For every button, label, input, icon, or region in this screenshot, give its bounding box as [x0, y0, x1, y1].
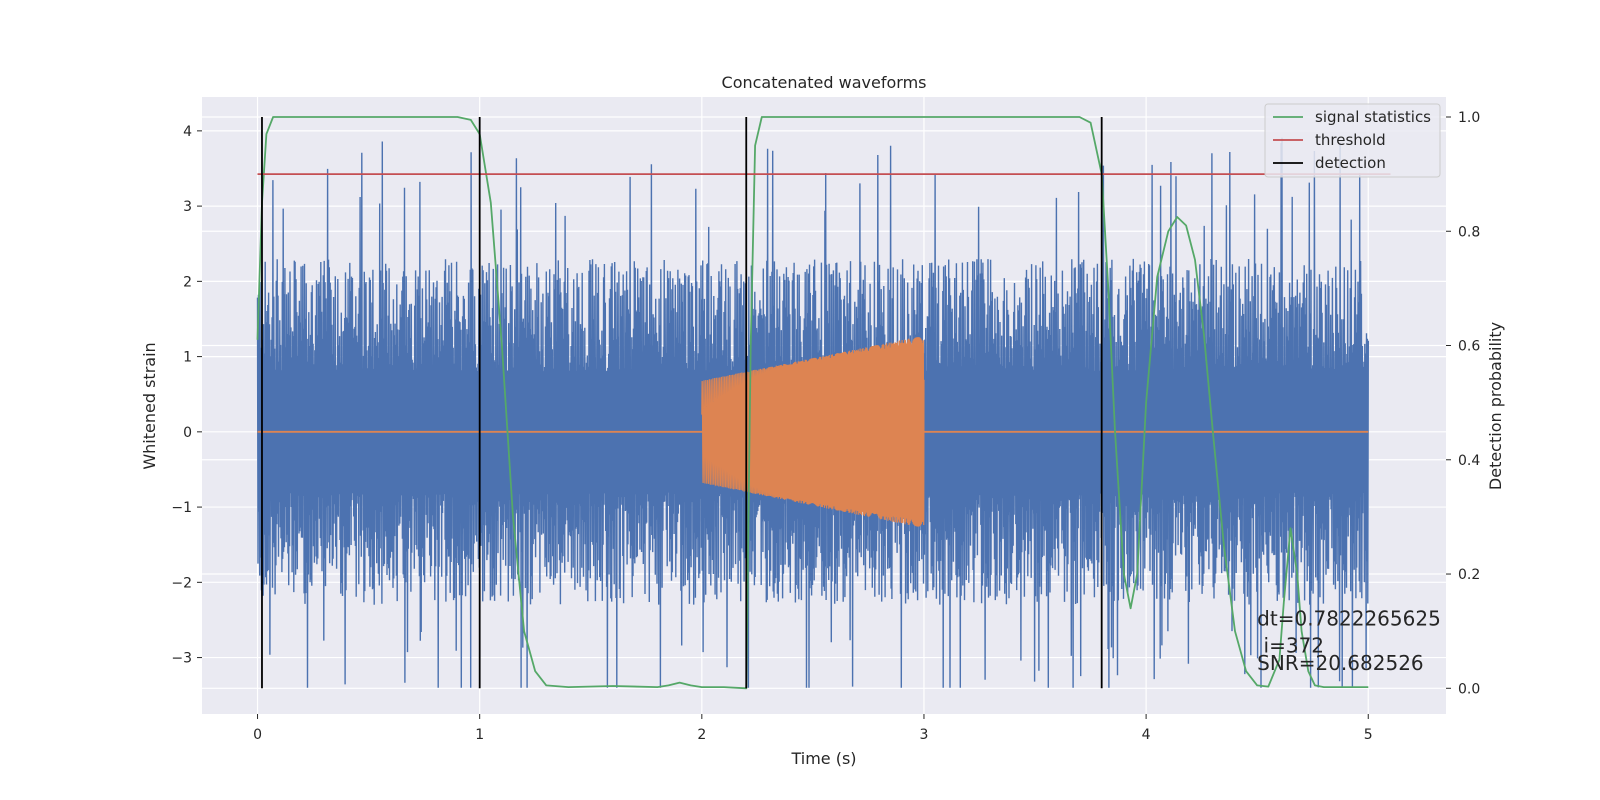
annotation-dt: dt=0.7822265625	[1257, 606, 1441, 630]
probability-lines	[256, 116, 1391, 690]
x-tick-label: 4	[1142, 727, 1151, 743]
y-left-tick-label: −3	[171, 651, 192, 667]
series-signal-statistics	[256, 116, 1369, 690]
y-right-tick-label: 1.0	[1458, 110, 1480, 126]
annotation-index: i=372	[1257, 633, 1324, 657]
y-right-tick-label: 0.2	[1458, 567, 1480, 583]
y-left-tick-label: 1	[183, 350, 192, 366]
x-tick-label: 5	[1364, 727, 1373, 743]
y-left-tick-label: −1	[171, 500, 192, 516]
y-axis-label-left: Whitened strain	[140, 342, 159, 469]
y-left-tick-label: −2	[171, 575, 192, 591]
detection-lines	[261, 116, 1103, 689]
y-left-tick-label: 4	[183, 124, 192, 140]
y-right-tick-label: 0.0	[1458, 681, 1480, 697]
chart-title: Concatenated waveforms	[722, 73, 927, 92]
y-axis-label-right: Detection probability	[1486, 322, 1505, 490]
x-tick-label: 1	[475, 727, 484, 743]
x-axis-label: Time (s)	[790, 749, 856, 768]
legend-label-detection: detection	[1315, 154, 1386, 172]
x-tick-label: 2	[697, 727, 706, 743]
axes: 0 1 2 3 4 5 −3 −2 −1 0 1 2 3 4 0.0 0.2 0.4 0.6 0.8 1.0	[171, 110, 1480, 743]
y-right-tick-label: 0.4	[1458, 453, 1480, 469]
injection-series	[257, 337, 1369, 527]
y-right-tick-label: 0.8	[1458, 224, 1480, 240]
y-left-tick-label: 0	[183, 425, 192, 441]
noise-trace	[256, 137, 1369, 688]
legend-box	[1264, 103, 1441, 178]
x-tick-label: 0	[253, 727, 262, 743]
y-right-tick-label: 0.6	[1458, 339, 1480, 355]
injection-trace	[701, 337, 925, 527]
legend-label-signal-statistics: signal statistics	[1315, 108, 1431, 126]
legend-label-threshold: threshold	[1315, 131, 1386, 149]
y-left-tick-label: 3	[183, 199, 192, 215]
legend: signal statistics threshold detection	[1264, 103, 1441, 178]
noise-series	[256, 137, 1369, 688]
annotations: dt=0.7822265625 i=372 SNR=20.682526	[1257, 606, 1441, 675]
x-tick-label: 3	[920, 727, 929, 743]
y-left-tick-label: 2	[183, 274, 192, 290]
annotation-snr: SNR=20.682526	[1257, 651, 1423, 675]
